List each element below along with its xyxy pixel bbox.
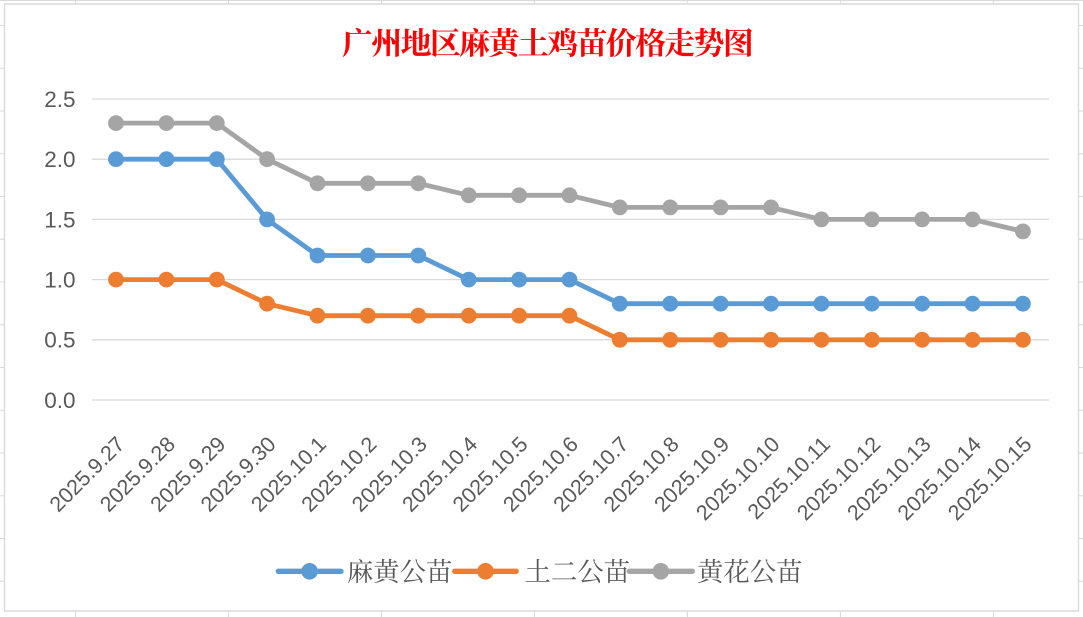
svg-text:1.0: 1.0 (44, 267, 75, 292)
svg-text:0.0: 0.0 (44, 388, 75, 413)
svg-text:1.5: 1.5 (44, 207, 75, 232)
svg-text:0.5: 0.5 (44, 328, 75, 353)
svg-text:2.5: 2.5 (44, 87, 75, 112)
svg-text:2.0: 2.0 (44, 147, 75, 172)
